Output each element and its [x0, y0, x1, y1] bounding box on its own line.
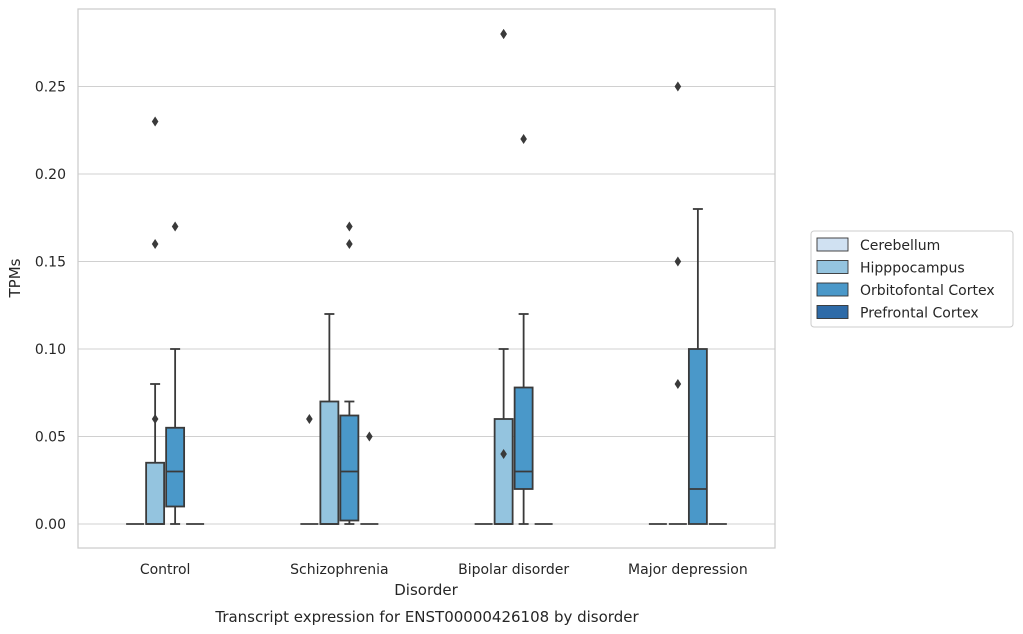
box-hipppocampus-major-depression	[668, 81, 687, 525]
legend-swatch-orbitofontal-cortex	[816, 282, 849, 297]
plot-area-frame	[77, 8, 776, 549]
outlier-point	[674, 379, 682, 389]
box-iqr	[513, 386, 534, 490]
series-prefrontal-cortex	[186, 431, 727, 525]
outlier-point	[674, 81, 682, 92]
legend-label-orbitofontal-cortex: Orbitofontal Cortex	[860, 283, 995, 299]
legend-label-prefrontal-cortex: Prefrontal Cortex	[860, 306, 979, 322]
y-tick-label: 0.15	[35, 255, 66, 271]
series-hipppocampus	[145, 29, 687, 525]
box-orbitofontal-cortex-major-depression	[687, 208, 708, 525]
legend-swatch-prefrontal-cortex	[816, 305, 849, 319]
outlier-point	[151, 414, 159, 424]
outlier-point	[674, 256, 682, 267]
x-tick-label-bipolar-disorder: Bipolar disorder	[458, 562, 569, 578]
outlier-point	[346, 221, 353, 232]
x-axis-ticks: Control Schizophrenia Bipolar disorder Majo…	[140, 562, 748, 578]
box-prefrontal-cortex-schizophrenia	[360, 431, 379, 525]
y-axis-title: TPMs	[6, 258, 24, 298]
box-iqr	[145, 461, 166, 525]
series-cerebellum	[126, 414, 667, 525]
y-axis-ticks: 0.00 0.05 0.10 0.15 0.20 0.25	[35, 80, 66, 534]
box-iqr	[339, 414, 360, 522]
y-tick-label: 0.00	[35, 517, 66, 533]
legend: Cerebellum Hipppocampus Orbitofontal Corte…	[810, 230, 1014, 328]
box-orbitofontal-cortex-control	[165, 221, 186, 525]
outlier-point	[500, 449, 507, 459]
legend-label-hipppocampus: Hipppocampus	[860, 261, 965, 277]
box-iqr	[493, 418, 514, 525]
outlier-point	[171, 221, 179, 232]
y-tick-label: 0.10	[35, 342, 66, 358]
y-tick-label: 0.20	[35, 167, 66, 183]
series-orbitofontal-cortex	[165, 134, 708, 525]
box-iqr	[687, 348, 708, 525]
outlier-point	[500, 29, 507, 39]
x-tick-label-schizophrenia: Schizophrenia	[290, 562, 388, 578]
y-tick-label: 0.25	[35, 80, 66, 96]
legend-swatch-hipppocampus	[816, 260, 849, 274]
box-iqr	[165, 426, 186, 508]
outlier-point	[306, 414, 313, 424]
legend-frame	[810, 230, 1014, 328]
outlier-point	[520, 134, 527, 144]
box-hipppocampus-schizophrenia	[319, 313, 340, 525]
box-series	[126, 29, 727, 525]
outlier-point	[366, 431, 373, 442]
box-hipppocampus-control	[145, 116, 166, 525]
box-orbitofontal-cortex-bipolar-disorder	[513, 134, 534, 525]
x-tick-label-major-depression: Major depression	[628, 562, 748, 578]
box-orbitofontal-cortex-schizophrenia	[339, 221, 360, 525]
box-cerebellum-schizophrenia	[300, 414, 319, 525]
legend-swatch-cerebellum	[816, 237, 849, 252]
x-tick-label-control: Control	[140, 562, 191, 578]
box-iqr	[319, 400, 340, 525]
box-hipppocampus-bipolar-disorder	[493, 29, 514, 525]
chart-caption: Transcript expression for ENST0000042610…	[214, 608, 639, 626]
outlier-point	[151, 116, 159, 127]
legend-label-cerebellum: Cerebellum	[860, 238, 940, 254]
outlier-point	[346, 239, 353, 249]
outlier-point	[151, 239, 159, 249]
x-axis-title: Disorder	[394, 581, 458, 599]
y-tick-label: 0.05	[35, 430, 66, 446]
